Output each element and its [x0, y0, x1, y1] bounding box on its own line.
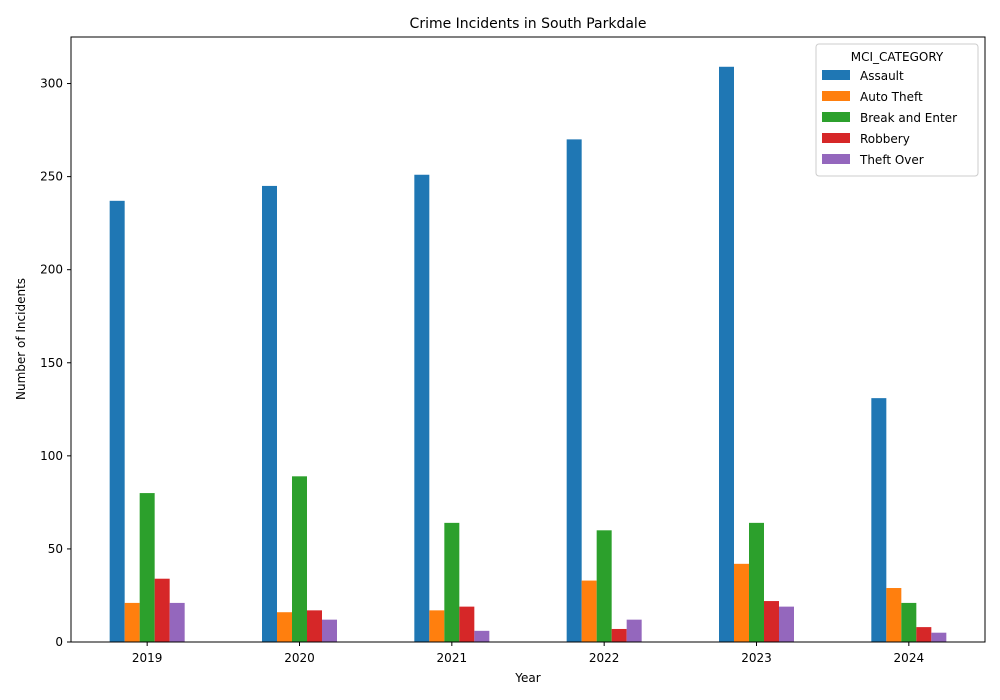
legend-box	[815, 43, 979, 177]
bar-break-and-enter-2022	[596, 530, 612, 642]
legend-label-assault: Assault	[860, 69, 904, 83]
chart-title: Crime Incidents in South Parkdale	[410, 16, 647, 32]
x-tick-label-2023: 2023	[741, 651, 772, 665]
legend-label-break-and-enter: Break and Enter	[860, 111, 957, 125]
legend: MCI_CATEGORY Assault Auto Theft Break and …	[815, 43, 979, 177]
bar-assault-2024	[871, 398, 887, 642]
bar-break-and-enter-2023	[749, 522, 764, 642]
bar-break-and-enter-2021	[444, 522, 460, 642]
bar-robbery-2022	[611, 628, 627, 642]
bar-robbery-2024	[916, 627, 932, 642]
legend-swatch-theft-over	[822, 154, 850, 164]
bar-theft-over-2023	[779, 606, 794, 642]
plot-frame	[70, 36, 986, 643]
bar-robbery-2020	[307, 610, 322, 642]
x-tick-label-2019: 2019	[132, 651, 163, 665]
bar-auto-theft-2024	[886, 588, 902, 642]
bar-break-and-enter-2024	[901, 602, 917, 642]
y-axis-label: Number of Incidents	[14, 278, 28, 400]
bar-assault-2023	[719, 66, 734, 642]
legend-label-theft-over: Theft Over	[859, 153, 924, 167]
bar-auto-theft-2021	[429, 610, 445, 642]
legend-items: Assault Auto Theft Break and Enter Robbery T…	[822, 69, 957, 167]
y-axis-ticks: 0 50 100 150 200 250 300	[40, 77, 71, 649]
bar-robbery-2023	[764, 601, 779, 642]
y-tick-label-200: 200	[40, 263, 63, 277]
bar-theft-over-2020	[322, 619, 337, 642]
y-tick-label-300: 300	[40, 77, 63, 91]
x-tick-label-2020: 2020	[284, 651, 315, 665]
y-tick-label-250: 250	[40, 170, 63, 184]
bar-theft-over-2024	[931, 632, 947, 642]
x-axis-ticks: 2019 2020 2021 2022 2023 2024	[132, 642, 924, 665]
bar-auto-theft-2022	[581, 580, 597, 642]
bar-theft-over-2021	[474, 630, 490, 642]
bar-auto-theft-2023	[734, 563, 749, 642]
y-tick-label-0: 0	[55, 635, 63, 649]
legend-title: MCI_CATEGORY	[851, 50, 944, 64]
bar-robbery-2021	[459, 606, 475, 642]
x-axis-label: Year	[514, 671, 540, 685]
bar-assault-2021	[414, 174, 430, 642]
bar-theft-over-2022	[626, 619, 642, 642]
x-tick-label-2022: 2022	[589, 651, 620, 665]
x-tick-label-2021: 2021	[437, 651, 468, 665]
legend-label-auto-theft: Auto Theft	[860, 90, 923, 104]
bar-auto-theft-2020	[277, 612, 292, 642]
bar-break-and-enter-2020	[292, 476, 307, 642]
legend-label-robbery: Robbery	[860, 132, 910, 146]
x-tick-label-2024: 2024	[894, 651, 925, 665]
bar-break-and-enter-2019	[139, 493, 155, 642]
legend-swatch-assault	[822, 70, 850, 80]
legend-swatch-robbery	[822, 133, 850, 143]
bar-assault-2019	[109, 200, 125, 642]
y-tick-label-50: 50	[48, 542, 63, 556]
bar-assault-2022	[566, 139, 582, 642]
legend-swatch-break-and-enter	[822, 112, 850, 122]
y-tick-label-150: 150	[40, 356, 63, 370]
legend-swatch-auto-theft	[822, 91, 850, 101]
y-tick-label-100: 100	[40, 449, 63, 463]
bar-assault-2020	[262, 185, 277, 643]
bar-theft-over-2019	[169, 602, 185, 642]
bars-group	[109, 66, 947, 643]
bar-auto-theft-2019	[124, 602, 140, 642]
bar-robbery-2019	[154, 578, 170, 642]
